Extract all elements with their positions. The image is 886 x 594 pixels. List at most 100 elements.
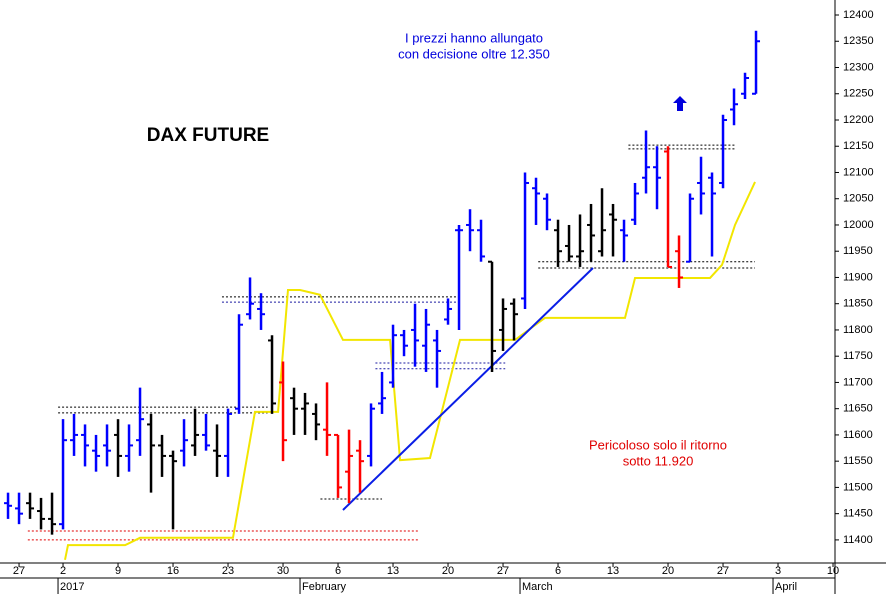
ohlc-bar xyxy=(158,434,167,477)
y-tick-label: 12350 xyxy=(843,35,874,47)
up-arrow xyxy=(673,96,687,111)
ohlc-bar xyxy=(290,387,299,435)
ohlc-bar xyxy=(554,219,563,267)
y-tick-label: 12050 xyxy=(843,193,874,205)
ohlc-bar xyxy=(257,293,266,330)
ohlc-bar xyxy=(81,424,90,467)
chart-title: DAX FUTURE xyxy=(147,125,269,146)
ohlc-bar xyxy=(411,303,420,367)
annotation: I prezzi hanno allungato xyxy=(405,30,543,45)
ohlc-bar xyxy=(125,424,134,472)
x-tick-label: 16 xyxy=(167,565,179,577)
ohlc-bar xyxy=(301,392,310,435)
ohlc-bar xyxy=(697,156,706,215)
ohlc-bar xyxy=(180,419,189,467)
ohlc-bar xyxy=(334,433,343,498)
y-tick-label: 11700 xyxy=(843,376,873,388)
y-tick-label: 11500 xyxy=(843,481,873,493)
ohlc-bar xyxy=(708,172,717,257)
ohlc-bar xyxy=(466,209,475,252)
ohlc-bar xyxy=(719,114,728,189)
x-tick-label: 20 xyxy=(442,565,454,577)
y-tick-label: 12100 xyxy=(843,166,874,178)
ohlc-bar xyxy=(389,324,398,388)
ohlc-bar xyxy=(224,408,233,477)
ohlc-bar xyxy=(620,219,629,262)
ohlc-bar xyxy=(202,413,211,451)
ohlc-bar xyxy=(422,308,431,372)
x-tick-label: 27 xyxy=(717,565,729,577)
ohlc-bar xyxy=(345,429,354,504)
y-tick-label: 11800 xyxy=(843,324,873,336)
period-label: March xyxy=(522,581,553,593)
ohlc-bar xyxy=(642,130,651,194)
ohlc-bar xyxy=(246,277,255,320)
x-tick-label: 6 xyxy=(555,565,561,577)
y-tick-label: 12300 xyxy=(843,61,874,73)
ohlc-bar xyxy=(356,440,365,493)
line-series xyxy=(64,181,756,561)
ohlc-bar xyxy=(169,450,178,530)
y-tick-label: 11850 xyxy=(843,298,873,310)
x-tick-label: 9 xyxy=(115,565,121,577)
x-tick-label: 3 xyxy=(775,565,781,577)
ohlc-bar xyxy=(213,424,222,477)
ohlc-bar xyxy=(686,193,695,263)
ohlc-bar xyxy=(103,424,112,467)
period-label: February xyxy=(302,581,347,593)
y-tick-label: 11450 xyxy=(843,508,873,520)
ohlc-bar xyxy=(15,492,24,525)
y-tick-label: 12150 xyxy=(843,140,874,152)
ohlc-bar xyxy=(510,298,519,341)
ohlc-bar xyxy=(4,492,13,519)
ohlc-bar xyxy=(455,224,464,330)
ohlc-bar xyxy=(378,371,387,414)
y-tick-label: 12250 xyxy=(843,88,874,100)
ohlc-bar xyxy=(147,413,156,493)
ohlc-bar xyxy=(400,329,409,357)
ohlc-bar xyxy=(48,492,57,535)
ohlc-bar xyxy=(37,497,46,530)
y-tick-label: 11400 xyxy=(843,534,873,546)
y-tick-label: 12400 xyxy=(843,9,874,21)
ohlc-bar xyxy=(235,314,244,414)
ohlc-bar xyxy=(532,177,541,225)
ohlc-bar xyxy=(279,361,288,462)
ohlc-bar xyxy=(114,419,123,477)
ohlc-bar xyxy=(444,298,453,325)
ohlc-bar xyxy=(675,235,684,288)
ohlc-bar xyxy=(631,182,640,225)
ohlc-bar xyxy=(576,214,585,267)
ohlc-bar xyxy=(543,193,552,231)
x-tick-label: 2 xyxy=(60,565,66,577)
x-tick-label: 20 xyxy=(662,565,674,577)
ohlc-bar xyxy=(323,382,332,456)
x-tick-label: 27 xyxy=(497,565,509,577)
ohlc-bar xyxy=(433,329,442,388)
ohlc-bar xyxy=(367,403,376,467)
ohlc-bar xyxy=(488,260,497,372)
y-tick-label: 11600 xyxy=(843,429,873,441)
ohlc-bar xyxy=(312,403,321,441)
ohlc-bar xyxy=(268,335,277,414)
x-tick-label: 30 xyxy=(277,565,289,577)
x-tick-label: 6 xyxy=(335,565,341,577)
annotation: sotto 11.920 xyxy=(623,453,694,468)
ohlc-bar xyxy=(609,203,618,257)
ohlc-bar xyxy=(136,387,145,456)
ohlc-bar xyxy=(92,434,101,472)
y-tick-label: 11950 xyxy=(843,245,873,257)
ohlc-bar xyxy=(499,298,508,351)
ohlc-bar xyxy=(598,188,607,257)
annotation: Pericoloso solo il ritorno xyxy=(589,437,727,452)
period-label: 2017 xyxy=(60,581,84,593)
ohlc-bar xyxy=(752,30,761,95)
ohlc-bar xyxy=(730,88,739,126)
ohlc-bar xyxy=(26,492,35,519)
x-tick-label: 10 xyxy=(827,565,839,577)
ohlc-bar xyxy=(741,72,750,99)
annotation: con decisione oltre 12.350 xyxy=(398,46,550,61)
ohlc-bar xyxy=(70,413,79,456)
x-tick-label: 13 xyxy=(387,565,399,577)
